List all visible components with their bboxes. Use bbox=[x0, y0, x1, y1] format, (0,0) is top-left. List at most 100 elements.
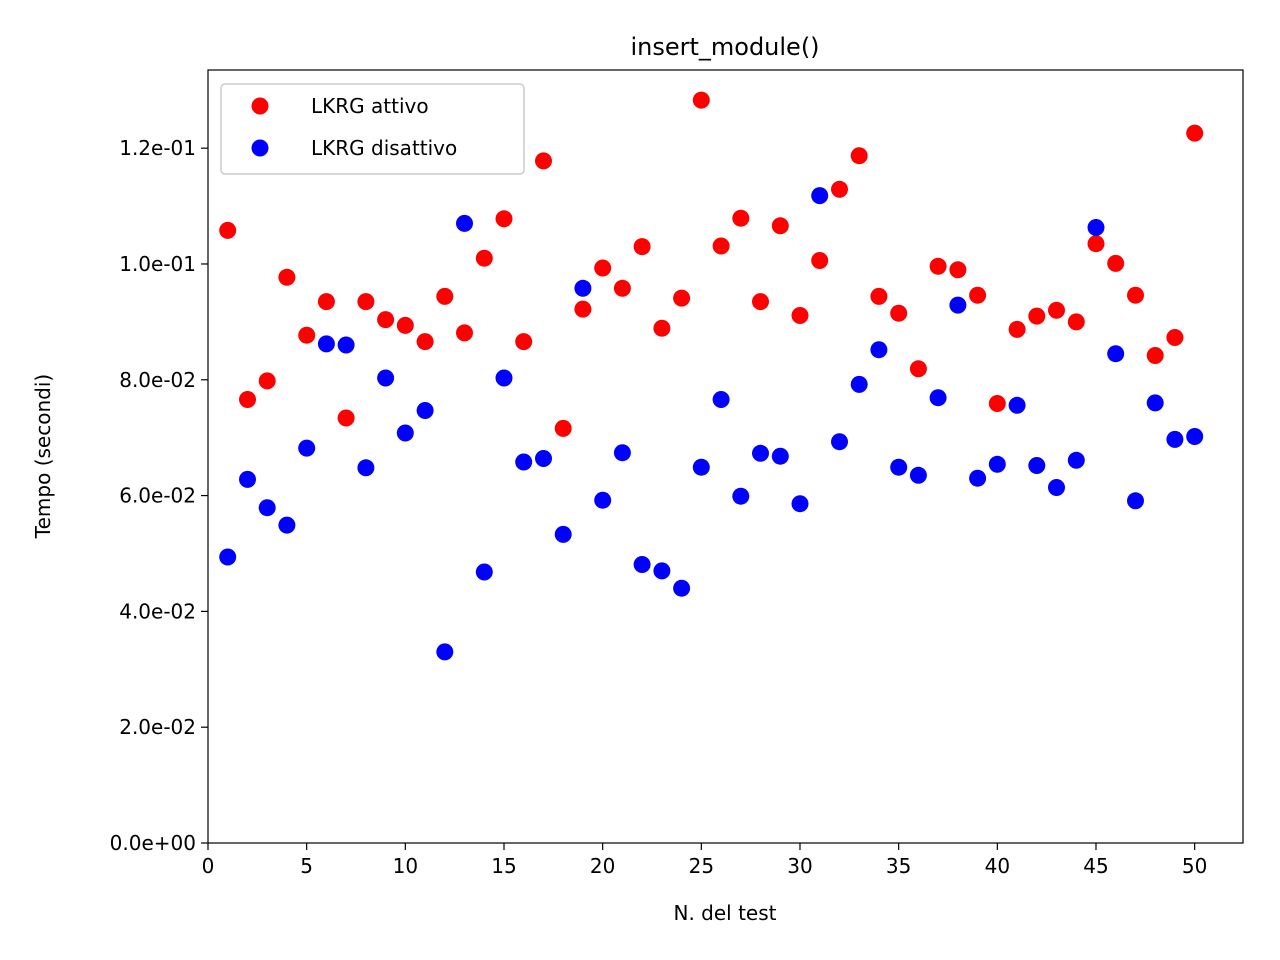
legend-box bbox=[220, 83, 525, 175]
point-lkrg-disattivo bbox=[456, 214, 473, 232]
point-lkrg-disattivo bbox=[239, 470, 256, 488]
point-lkrg-disattivo bbox=[1048, 479, 1065, 496]
x-tick-label: 35 bbox=[886, 854, 911, 878]
point-lkrg-disattivo bbox=[475, 563, 493, 581]
point-lkrg-disattivo bbox=[870, 341, 888, 359]
x-tick-label: 0 bbox=[202, 854, 215, 878]
point-lkrg-attivo bbox=[1087, 235, 1105, 253]
point-lkrg-attivo bbox=[673, 289, 691, 307]
point-lkrg-attivo bbox=[1146, 347, 1164, 364]
point-lkrg-disattivo bbox=[337, 336, 355, 354]
y-tick-label: 6.0e-02 bbox=[119, 484, 196, 508]
point-lkrg-disattivo bbox=[988, 455, 1006, 473]
point-lkrg-disattivo bbox=[791, 495, 809, 513]
point-lkrg-attivo bbox=[278, 268, 296, 286]
point-lkrg-disattivo bbox=[633, 556, 651, 573]
point-lkrg-attivo bbox=[317, 293, 335, 311]
point-lkrg-disattivo bbox=[1186, 428, 1204, 445]
x-axis-label: N. del test bbox=[674, 901, 777, 925]
point-lkrg-disattivo bbox=[673, 579, 691, 597]
point-lkrg-disattivo bbox=[771, 447, 789, 465]
point-lkrg-disattivo bbox=[416, 402, 434, 419]
point-lkrg-disattivo bbox=[1087, 219, 1105, 236]
point-lkrg-attivo bbox=[1008, 320, 1026, 338]
point-lkrg-disattivo bbox=[831, 433, 848, 451]
point-lkrg-disattivo bbox=[712, 391, 730, 408]
point-lkrg-disattivo bbox=[594, 491, 612, 509]
point-lkrg-disattivo bbox=[850, 375, 868, 393]
point-lkrg-disattivo bbox=[554, 525, 572, 543]
point-lkrg-disattivo bbox=[909, 466, 927, 484]
point-lkrg-attivo bbox=[831, 180, 848, 198]
legend-marker-lkrg-disattivo bbox=[251, 139, 269, 157]
point-lkrg-attivo bbox=[456, 324, 473, 342]
legend-marker-lkrg-attivo bbox=[251, 97, 269, 115]
point-lkrg-disattivo bbox=[515, 453, 533, 471]
y-axis-label: Tempo (secondi) bbox=[31, 374, 55, 539]
point-lkrg-attivo bbox=[870, 287, 888, 305]
y-tick-label: 4.0e-02 bbox=[119, 599, 196, 623]
point-lkrg-attivo bbox=[1107, 254, 1125, 272]
point-lkrg-disattivo bbox=[495, 369, 513, 387]
point-lkrg-disattivo bbox=[436, 643, 454, 661]
point-lkrg-disattivo bbox=[535, 450, 552, 467]
point-lkrg-attivo bbox=[712, 237, 730, 255]
point-lkrg-disattivo bbox=[692, 458, 710, 476]
point-lkrg-attivo bbox=[239, 391, 256, 408]
point-lkrg-disattivo bbox=[929, 389, 947, 407]
point-lkrg-attivo bbox=[337, 409, 355, 427]
point-lkrg-attivo bbox=[633, 238, 651, 256]
data-points bbox=[219, 91, 1204, 661]
point-lkrg-disattivo bbox=[732, 487, 750, 505]
point-lkrg-attivo bbox=[436, 287, 454, 305]
y-tick-label: 1.0e-01 bbox=[119, 252, 196, 276]
y-tick-label: 0.0e+00 bbox=[110, 831, 196, 855]
x-tick-label: 30 bbox=[787, 854, 812, 878]
point-lkrg-attivo bbox=[890, 304, 908, 322]
point-lkrg-attivo bbox=[811, 252, 829, 269]
y-axis-ticks: 0.0e+00 2.0e-02 4.0e-02 6.0e-02 8.0e-02 1.0e-… bbox=[110, 136, 208, 855]
x-tick-label: 45 bbox=[1083, 854, 1108, 878]
point-lkrg-attivo bbox=[298, 326, 316, 344]
point-lkrg-attivo bbox=[357, 293, 375, 311]
point-lkrg-attivo bbox=[791, 307, 809, 324]
point-lkrg-attivo bbox=[613, 279, 631, 297]
x-axis-ticks: 0 5 10 15 20 25 30 35 40 45 50 bbox=[202, 843, 1207, 878]
point-lkrg-attivo bbox=[732, 209, 750, 227]
point-lkrg-disattivo bbox=[969, 469, 987, 487]
point-lkrg-disattivo bbox=[811, 187, 829, 205]
point-lkrg-attivo bbox=[258, 372, 276, 390]
point-lkrg-attivo bbox=[574, 300, 592, 318]
point-lkrg-attivo bbox=[515, 333, 533, 351]
point-lkrg-attivo bbox=[1127, 286, 1144, 304]
legend: LKRG attivo LKRG disattivo bbox=[220, 83, 525, 175]
x-tick-label: 20 bbox=[590, 854, 615, 878]
point-lkrg-attivo bbox=[850, 147, 868, 165]
point-lkrg-attivo bbox=[929, 257, 947, 275]
point-lkrg-attivo bbox=[1186, 124, 1204, 142]
point-lkrg-disattivo bbox=[1127, 492, 1144, 510]
point-lkrg-attivo bbox=[594, 259, 612, 277]
point-lkrg-disattivo bbox=[1166, 430, 1184, 448]
point-lkrg-disattivo bbox=[613, 444, 631, 462]
point-lkrg-disattivo bbox=[752, 444, 769, 462]
point-lkrg-attivo bbox=[949, 261, 967, 279]
point-lkrg-attivo bbox=[1166, 329, 1184, 346]
point-lkrg-attivo bbox=[416, 333, 434, 351]
point-lkrg-disattivo bbox=[1028, 457, 1046, 474]
y-tick-label: 2.0e-02 bbox=[119, 715, 196, 739]
point-lkrg-disattivo bbox=[298, 439, 316, 457]
point-lkrg-disattivo bbox=[574, 279, 592, 297]
point-lkrg-disattivo bbox=[377, 369, 395, 387]
point-lkrg-attivo bbox=[554, 419, 572, 437]
point-lkrg-disattivo bbox=[219, 548, 237, 566]
x-tick-label: 5 bbox=[300, 854, 313, 878]
point-lkrg-disattivo bbox=[1107, 345, 1125, 363]
point-lkrg-disattivo bbox=[258, 499, 276, 517]
point-lkrg-disattivo bbox=[653, 562, 671, 580]
x-tick-label: 10 bbox=[393, 854, 418, 878]
legend-label-lkrg-disattivo: LKRG disattivo bbox=[311, 136, 457, 160]
plot-frame bbox=[207, 69, 1244, 844]
point-lkrg-disattivo bbox=[1146, 394, 1164, 412]
